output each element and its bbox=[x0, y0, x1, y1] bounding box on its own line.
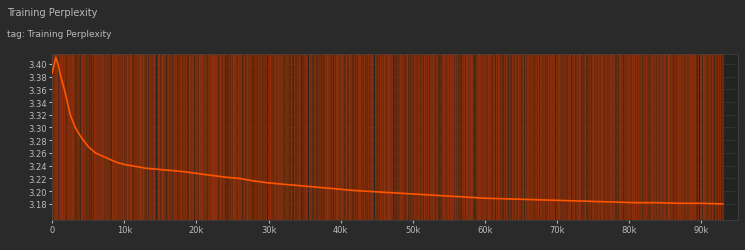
Text: tag: Training Perplexity: tag: Training Perplexity bbox=[7, 30, 112, 39]
Text: Training Perplexity: Training Perplexity bbox=[7, 8, 98, 18]
